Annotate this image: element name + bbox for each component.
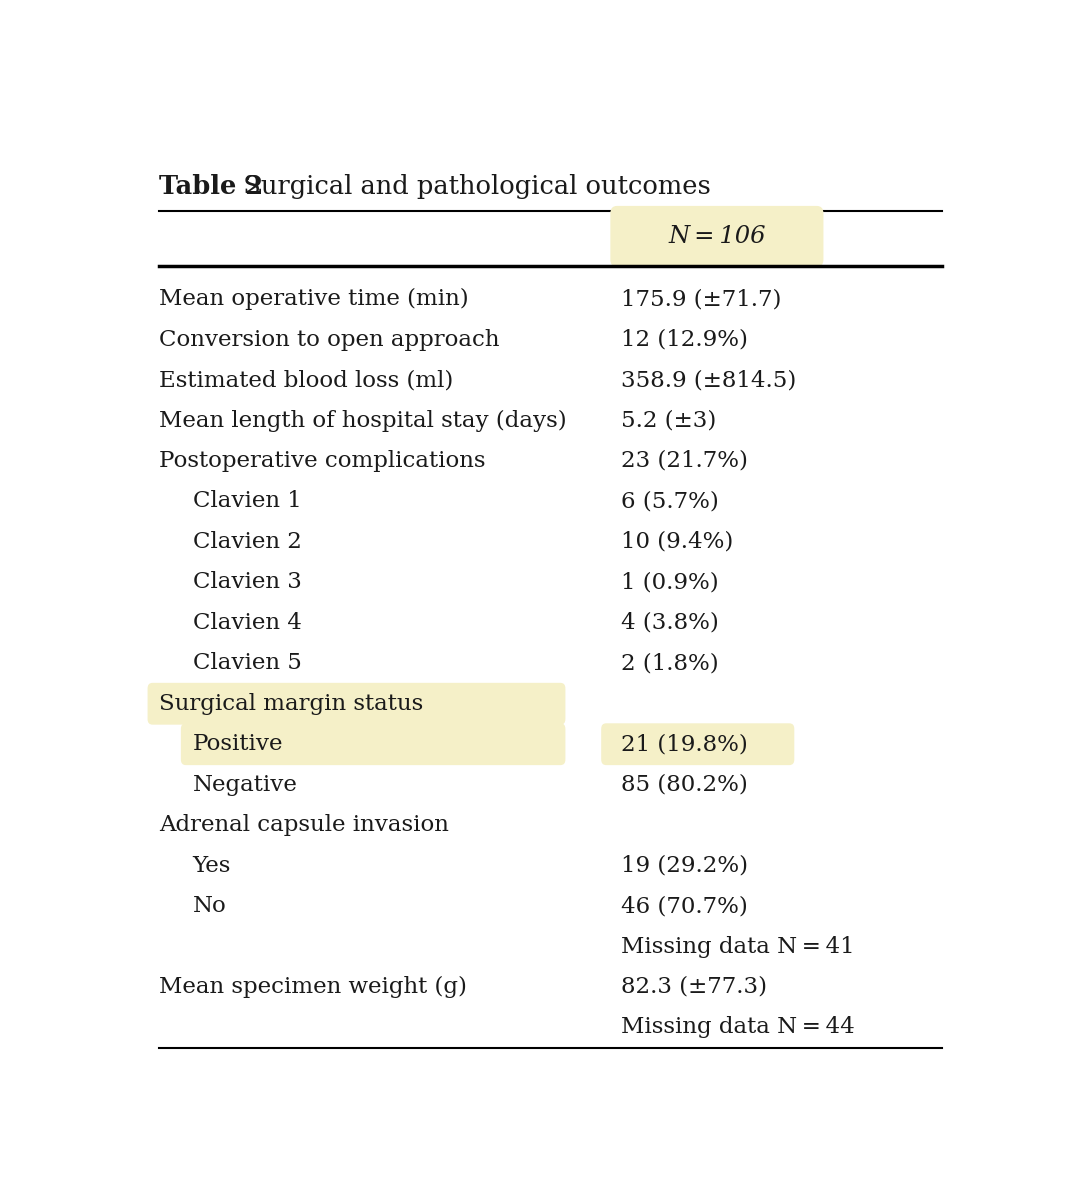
Text: 4 (3.8%): 4 (3.8%) [621, 612, 719, 634]
Text: 82.3 (±77.3): 82.3 (±77.3) [621, 976, 767, 998]
Text: Clavien 2: Clavien 2 [192, 530, 302, 553]
Text: Negative: Negative [192, 774, 297, 796]
Text: 358.9 (±814.5): 358.9 (±814.5) [621, 370, 797, 391]
Text: Adrenal capsule invasion: Adrenal capsule invasion [159, 814, 449, 836]
Text: Table 2: Table 2 [159, 174, 263, 199]
Text: Surgical margin status: Surgical margin status [159, 692, 423, 715]
FancyBboxPatch shape [147, 683, 565, 725]
Text: Clavien 1: Clavien 1 [192, 491, 302, 512]
Text: 21 (19.8%): 21 (19.8%) [621, 733, 748, 755]
Text: 10 (9.4%): 10 (9.4%) [621, 530, 734, 553]
Text: Postoperative complications: Postoperative complications [159, 450, 485, 472]
Text: 85 (80.2%): 85 (80.2%) [621, 774, 748, 796]
Text: Clavien 4: Clavien 4 [192, 612, 302, 634]
Text: Mean specimen weight (g): Mean specimen weight (g) [159, 976, 467, 998]
Text: 23 (21.7%): 23 (21.7%) [621, 450, 749, 472]
Text: 6 (5.7%): 6 (5.7%) [621, 491, 719, 512]
Text: 12 (12.9%): 12 (12.9%) [621, 329, 749, 350]
Text: Estimated blood loss (ml): Estimated blood loss (ml) [159, 370, 453, 391]
Text: 46 (70.7%): 46 (70.7%) [621, 895, 748, 917]
Text: Clavien 5: Clavien 5 [192, 653, 302, 674]
Text: Conversion to open approach: Conversion to open approach [159, 329, 499, 350]
Text: Mean operative time (min): Mean operative time (min) [159, 288, 469, 310]
Text: Clavien 3: Clavien 3 [192, 571, 302, 593]
FancyBboxPatch shape [601, 724, 795, 766]
Text: Missing data N = 44: Missing data N = 44 [621, 1016, 855, 1038]
Text: Missing data N = 41: Missing data N = 41 [621, 936, 855, 958]
Text: N = 106: N = 106 [668, 224, 766, 248]
Text: Positive: Positive [192, 733, 284, 755]
Text: Mean length of hospital stay (days): Mean length of hospital stay (days) [159, 409, 567, 432]
FancyBboxPatch shape [180, 724, 565, 766]
Text: 2 (1.8%): 2 (1.8%) [621, 653, 719, 674]
FancyBboxPatch shape [610, 206, 824, 266]
Text: No: No [192, 895, 227, 917]
Text: 175.9 (±71.7): 175.9 (±71.7) [621, 288, 782, 310]
Text: Surgical and pathological outcomes: Surgical and pathological outcomes [228, 174, 711, 199]
Text: 1 (0.9%): 1 (0.9%) [621, 571, 719, 593]
Text: 19 (29.2%): 19 (29.2%) [621, 854, 749, 876]
Text: Yes: Yes [192, 854, 231, 876]
Text: 5.2 (±3): 5.2 (±3) [621, 409, 716, 432]
